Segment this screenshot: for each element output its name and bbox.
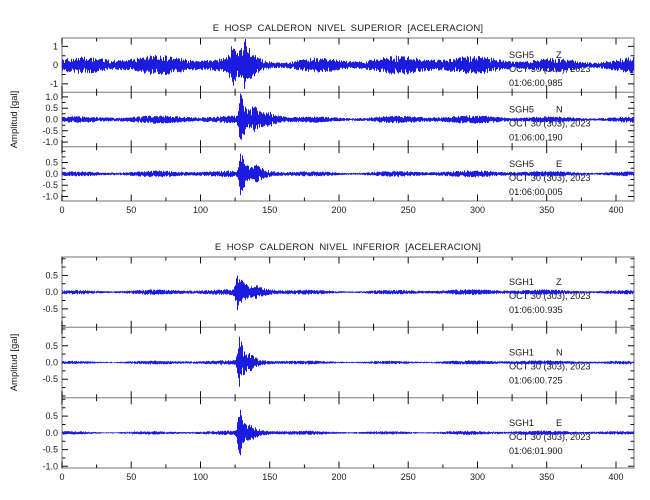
trace-waveform	[62, 275, 634, 311]
y-tick-label: -1.0	[42, 191, 58, 201]
x-tick-label: 400	[608, 205, 623, 215]
trace-component-label: E	[556, 159, 562, 169]
y-tick-label: -0.5	[42, 180, 58, 190]
y-tick-label: -0.5	[42, 445, 58, 455]
x-tick-label: 300	[470, 472, 485, 482]
panel-title: E HOSP CALDERON NIVEL INFERIOR [ACELERAC…	[215, 242, 481, 253]
y-tick-label: -0.5	[42, 304, 58, 314]
x-tick-label: 150	[262, 472, 277, 482]
trace-waveform	[62, 336, 634, 387]
trace-time-label: 01:06:00.725	[509, 376, 563, 386]
trace-station-label: SGH1	[509, 418, 534, 428]
y-tick-label: -1	[50, 79, 58, 89]
x-tick-label: 50	[126, 205, 136, 215]
y-tick-label: -0.5	[42, 126, 58, 136]
y-axis-label: Amplitud [gal]	[9, 334, 20, 392]
trace-date-label: OCT 30 (303), 2023	[509, 291, 591, 301]
trace-station-label: SGH5	[509, 50, 534, 60]
trace-component-label: N	[556, 105, 563, 115]
x-tick-label: 300	[470, 205, 485, 215]
x-tick-label: 200	[331, 472, 346, 482]
trace-waveform	[62, 409, 634, 456]
y-tick-label: 1	[53, 41, 58, 51]
x-tick-label: 150	[262, 205, 277, 215]
trace-station-label: SGH5	[509, 105, 534, 115]
y-tick-label: -1.0	[42, 461, 58, 471]
y-tick-label: 0.0	[45, 169, 58, 179]
x-tick-marks	[61, 257, 617, 468]
trace-station-label: SGH1	[509, 348, 534, 358]
y-tick-label: 0.0	[45, 358, 58, 368]
y-tick-label: 0.5	[45, 270, 58, 280]
x-tick-label: 0	[59, 472, 64, 482]
x-tick-label: 250	[401, 205, 416, 215]
trace-time-label: 01:06:00.190	[509, 133, 563, 143]
x-tick-label: 50	[126, 472, 136, 482]
trace-component-label: Z	[556, 50, 562, 60]
y-tick-label: -0.5	[42, 374, 58, 384]
trace-waveform	[62, 93, 634, 140]
y-tick-label: 1.0	[45, 92, 58, 102]
y-tick-label: 0.5	[45, 158, 58, 168]
trace-time-label: 01:06:01.900	[509, 446, 563, 456]
panel-title: E HOSP CALDERON NIVEL SUPERIOR [ACELERAC…	[213, 23, 483, 34]
x-tick-label: 100	[193, 472, 208, 482]
trace-time-label: 01:06:00.005	[509, 187, 563, 197]
x-tick-label: 250	[401, 472, 416, 482]
trace-station-label: SGH5	[509, 159, 534, 169]
trace-date-label: OCT 30 (303), 2023	[509, 173, 591, 183]
y-tick-label: -1.0	[42, 137, 58, 147]
x-tick-label: 400	[608, 472, 623, 482]
trace-date-label: OCT 30 (303), 2023	[509, 362, 591, 372]
y-axis-label: Amplitud [gal]	[9, 91, 20, 149]
y-tick-label: 0.5	[45, 103, 58, 113]
trace-station-label: SGH1	[509, 277, 534, 287]
trace-component-label: Z	[556, 277, 562, 287]
trace-date-label: OCT 30 (303), 2023	[509, 119, 591, 129]
trace-time-label: 01:06:00.985	[509, 78, 563, 88]
trace-time-label: 01:06:00.935	[509, 305, 563, 315]
x-tick-label: 350	[539, 472, 554, 482]
trace-waveform	[62, 153, 634, 196]
x-tick-marks	[61, 38, 617, 201]
x-tick-label: 200	[331, 205, 346, 215]
y-tick-label: 0.5	[45, 341, 58, 351]
trace-waveform	[62, 39, 634, 89]
trace-date-label: OCT 30 (303), 2023	[509, 432, 591, 442]
x-tick-label: 0	[59, 205, 64, 215]
y-tick-label: 0.0	[45, 428, 58, 438]
y-tick-label: 0.0	[45, 115, 58, 125]
y-tick-label: 0.5	[45, 411, 58, 421]
trace-component-label: N	[556, 348, 563, 358]
trace-component-label: E	[556, 418, 562, 428]
x-tick-label: 100	[193, 205, 208, 215]
y-tick-label: 0	[53, 60, 58, 70]
y-tick-label: 0.0	[45, 287, 58, 297]
x-tick-label: 350	[539, 205, 554, 215]
